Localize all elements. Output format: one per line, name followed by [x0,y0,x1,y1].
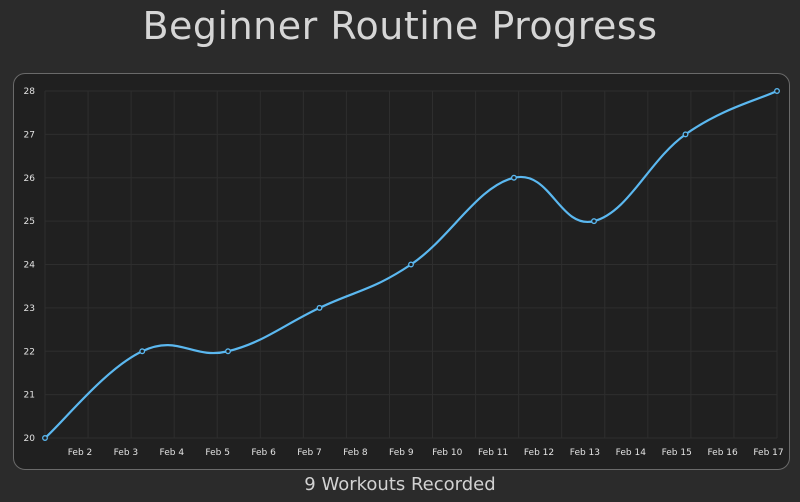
data-point [682,131,689,138]
x-tick-label: Feb 12 [524,448,554,458]
x-tick-label: Feb 3 [114,448,139,458]
data-point [225,348,231,355]
data-point [510,174,517,181]
y-tick-label: 22 [24,347,35,357]
x-tick-label: Feb 14 [616,448,647,458]
x-tick-label: Feb 13 [570,448,600,458]
x-tick-label: Feb 2 [68,448,93,458]
y-tick-label: 20 [24,434,36,444]
data-point [591,218,597,225]
data-point [408,261,414,268]
x-tick-label: Feb 9 [389,448,414,458]
x-tick-label: Feb 7 [297,448,322,458]
x-tick-label: Feb 4 [160,448,185,458]
x-tick-label: Feb 6 [251,448,276,458]
chart-panel: 20 21 22 23 24 25 26 27 28 Feb 2 Feb 3 Feb 4 Feb 5 Fe… [13,73,790,470]
y-tick-label: 24 [24,261,36,271]
data-point [316,304,323,311]
data-point [139,348,146,355]
x-tick-label: Feb 15 [662,448,692,458]
line-chart: 20 21 22 23 24 25 26 27 28 Feb 2 Feb 3 Feb 4 Feb 5 Fe… [24,87,784,458]
x-tick-label: Feb 10 [432,448,463,458]
y-tick-label: 23 [24,304,35,314]
data-point [42,435,48,441]
y-tick-label: 27 [24,130,35,140]
x-tick-label: Feb 5 [205,448,230,458]
y-tick-label: 26 [24,174,36,184]
page-title: Beginner Routine Progress [142,4,658,48]
data-point [774,88,780,94]
x-tick-label: Feb 11 [478,448,508,458]
y-tick-label: 28 [24,87,36,97]
y-tick-label: 25 [24,217,35,227]
x-tick-label: Feb 16 [707,448,738,458]
x-tick-label: Feb 8 [343,448,368,458]
x-tick-label: Feb 17 [753,448,783,458]
workout-count-caption: 9 Workouts Recorded [304,474,496,495]
y-tick-label: 21 [24,391,35,401]
